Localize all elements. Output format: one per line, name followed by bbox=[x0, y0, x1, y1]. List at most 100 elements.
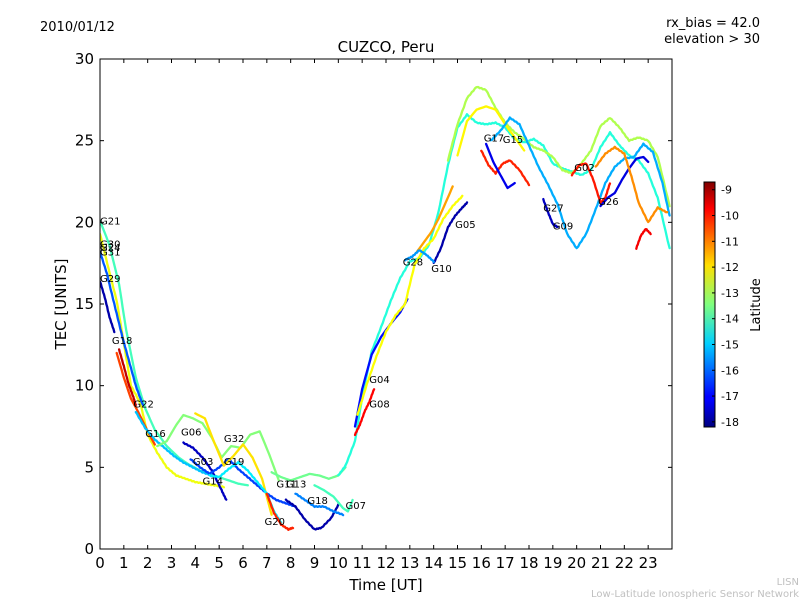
colorbar-tick-label: -10 bbox=[721, 210, 739, 223]
satellite-label: G06 bbox=[181, 427, 201, 438]
x-tick-label: 15 bbox=[448, 554, 467, 572]
satellite-label: G29 bbox=[100, 274, 120, 285]
satellite-label: G05 bbox=[455, 220, 475, 231]
colorbar-tick-label: -9 bbox=[721, 184, 732, 197]
tec-trace bbox=[117, 348, 137, 407]
tec-trace bbox=[313, 484, 354, 513]
tec-trace bbox=[432, 201, 469, 264]
colorbar-tick-label: -11 bbox=[721, 235, 739, 248]
tec-trace bbox=[403, 249, 435, 264]
x-tick-label: 10 bbox=[329, 554, 348, 572]
x-tick-label: 13 bbox=[400, 554, 419, 572]
satellite-label: G30 bbox=[100, 240, 120, 251]
tec-trace bbox=[542, 197, 559, 229]
data-traces bbox=[100, 85, 671, 531]
x-axis-ticks: 0 1 2 3 4 5 6 7 8 9 10 11 12 13 14 15 16 17 18 19 20 21 22 23 bbox=[95, 59, 658, 572]
tec-trace bbox=[294, 492, 345, 517]
elevation-label: elevation > 30 bbox=[664, 32, 760, 47]
satellite-label: G17 bbox=[484, 133, 504, 144]
tec-trace bbox=[100, 219, 249, 487]
satellite-label: G15 bbox=[503, 135, 523, 146]
colorbar-tick-label: -12 bbox=[721, 261, 739, 274]
y-tick-label: 25 bbox=[75, 132, 94, 150]
tec-trace bbox=[415, 185, 454, 253]
x-tick-label: 0 bbox=[95, 554, 105, 572]
x-tick-label: 1 bbox=[119, 554, 129, 572]
tec-trace bbox=[635, 228, 652, 250]
x-tick-label: 6 bbox=[238, 554, 248, 572]
satellite-label: G22 bbox=[133, 400, 153, 411]
x-tick-label: 22 bbox=[615, 554, 634, 572]
x-tick-label: 8 bbox=[286, 554, 296, 572]
colorbar-label: Latitude bbox=[749, 278, 764, 332]
colorbar-tick-label: -15 bbox=[721, 338, 739, 351]
satellite-label: G18 bbox=[112, 336, 132, 347]
tec-trace bbox=[100, 250, 145, 407]
y-tick-label: 10 bbox=[75, 377, 94, 395]
satellite-label: G07 bbox=[346, 501, 366, 512]
tec-trace bbox=[353, 388, 376, 437]
tec-trace bbox=[456, 105, 526, 157]
tec-trace bbox=[594, 145, 669, 224]
x-tick-label: 7 bbox=[262, 554, 272, 572]
tec-trace bbox=[570, 162, 612, 205]
x-tick-label: 9 bbox=[310, 554, 320, 572]
tec-trace bbox=[446, 85, 671, 208]
satellite-label: G19 bbox=[224, 457, 244, 468]
tec-trace bbox=[484, 142, 516, 190]
x-tick-label: 20 bbox=[567, 554, 586, 572]
satellite-label: G10 bbox=[431, 264, 451, 275]
y-tick-label: 5 bbox=[84, 458, 94, 476]
colorbar-tick-label: -18 bbox=[721, 416, 739, 429]
x-tick-label: 5 bbox=[214, 554, 224, 572]
satellite-label: G27 bbox=[543, 204, 563, 215]
x-tick-label: 4 bbox=[191, 554, 201, 572]
tec-trace bbox=[194, 412, 273, 516]
colorbar-tick-label: -14 bbox=[721, 313, 739, 326]
tec-trace bbox=[337, 113, 671, 477]
satellite-label: G11 bbox=[276, 480, 296, 491]
tec-trace bbox=[356, 194, 464, 416]
y-tick-label: 20 bbox=[75, 213, 94, 231]
satellite-label: G13 bbox=[286, 480, 306, 491]
satellite-label: G31 bbox=[100, 248, 120, 259]
x-tick-label: 11 bbox=[353, 554, 372, 572]
colorbar-ticks: -9 -10 -11 -12 -13 -14 -15 -16 -17 -18 bbox=[712, 184, 739, 429]
satellite-label: G32 bbox=[224, 434, 244, 445]
tec-trace bbox=[189, 458, 297, 509]
tec-trace bbox=[156, 413, 280, 482]
satellite-label: G26 bbox=[598, 197, 618, 208]
footer-brand: LISN bbox=[777, 577, 799, 588]
satellite-label: G16 bbox=[145, 429, 165, 440]
satellite-label: G21 bbox=[100, 217, 120, 228]
colorbar-tick-label: -17 bbox=[721, 390, 739, 403]
x-tick-label: 14 bbox=[424, 554, 443, 572]
x-tick-label: 2 bbox=[143, 554, 153, 572]
x-tick-label: 21 bbox=[591, 554, 610, 572]
satellite-label: G14 bbox=[203, 476, 223, 487]
x-tick-label: 16 bbox=[472, 554, 491, 572]
x-axis-label: Time [UT] bbox=[348, 576, 422, 594]
tec-trace bbox=[100, 280, 116, 334]
tec-trace bbox=[182, 441, 228, 501]
tec-trace bbox=[270, 466, 347, 482]
chart-title: CUZCO, Peru bbox=[338, 38, 435, 56]
y-tick-label: 15 bbox=[75, 295, 94, 313]
footer-network: Low-Latitude Ionospheric Sensor Network bbox=[591, 589, 799, 600]
colorbar-tick-label: -16 bbox=[721, 364, 739, 377]
plot-frame bbox=[99, 58, 673, 550]
satellite-label: G28 bbox=[403, 258, 423, 269]
colorbar-tick-label: -13 bbox=[721, 287, 739, 300]
tec-trace bbox=[284, 498, 340, 531]
y-tick-label: 30 bbox=[75, 50, 94, 68]
tec-trace bbox=[480, 149, 531, 187]
x-tick-label: 17 bbox=[496, 554, 515, 572]
satellite-label: G24 bbox=[100, 243, 120, 254]
x-tick-label: 12 bbox=[376, 554, 395, 572]
y-axis-ticks: 0 5 10 15 20 25 30 bbox=[75, 50, 672, 558]
satellite-label: G03 bbox=[193, 457, 213, 468]
rx-bias-label: rx_bias = 42.0 bbox=[666, 16, 760, 31]
satellite-label: G18 bbox=[307, 496, 327, 507]
